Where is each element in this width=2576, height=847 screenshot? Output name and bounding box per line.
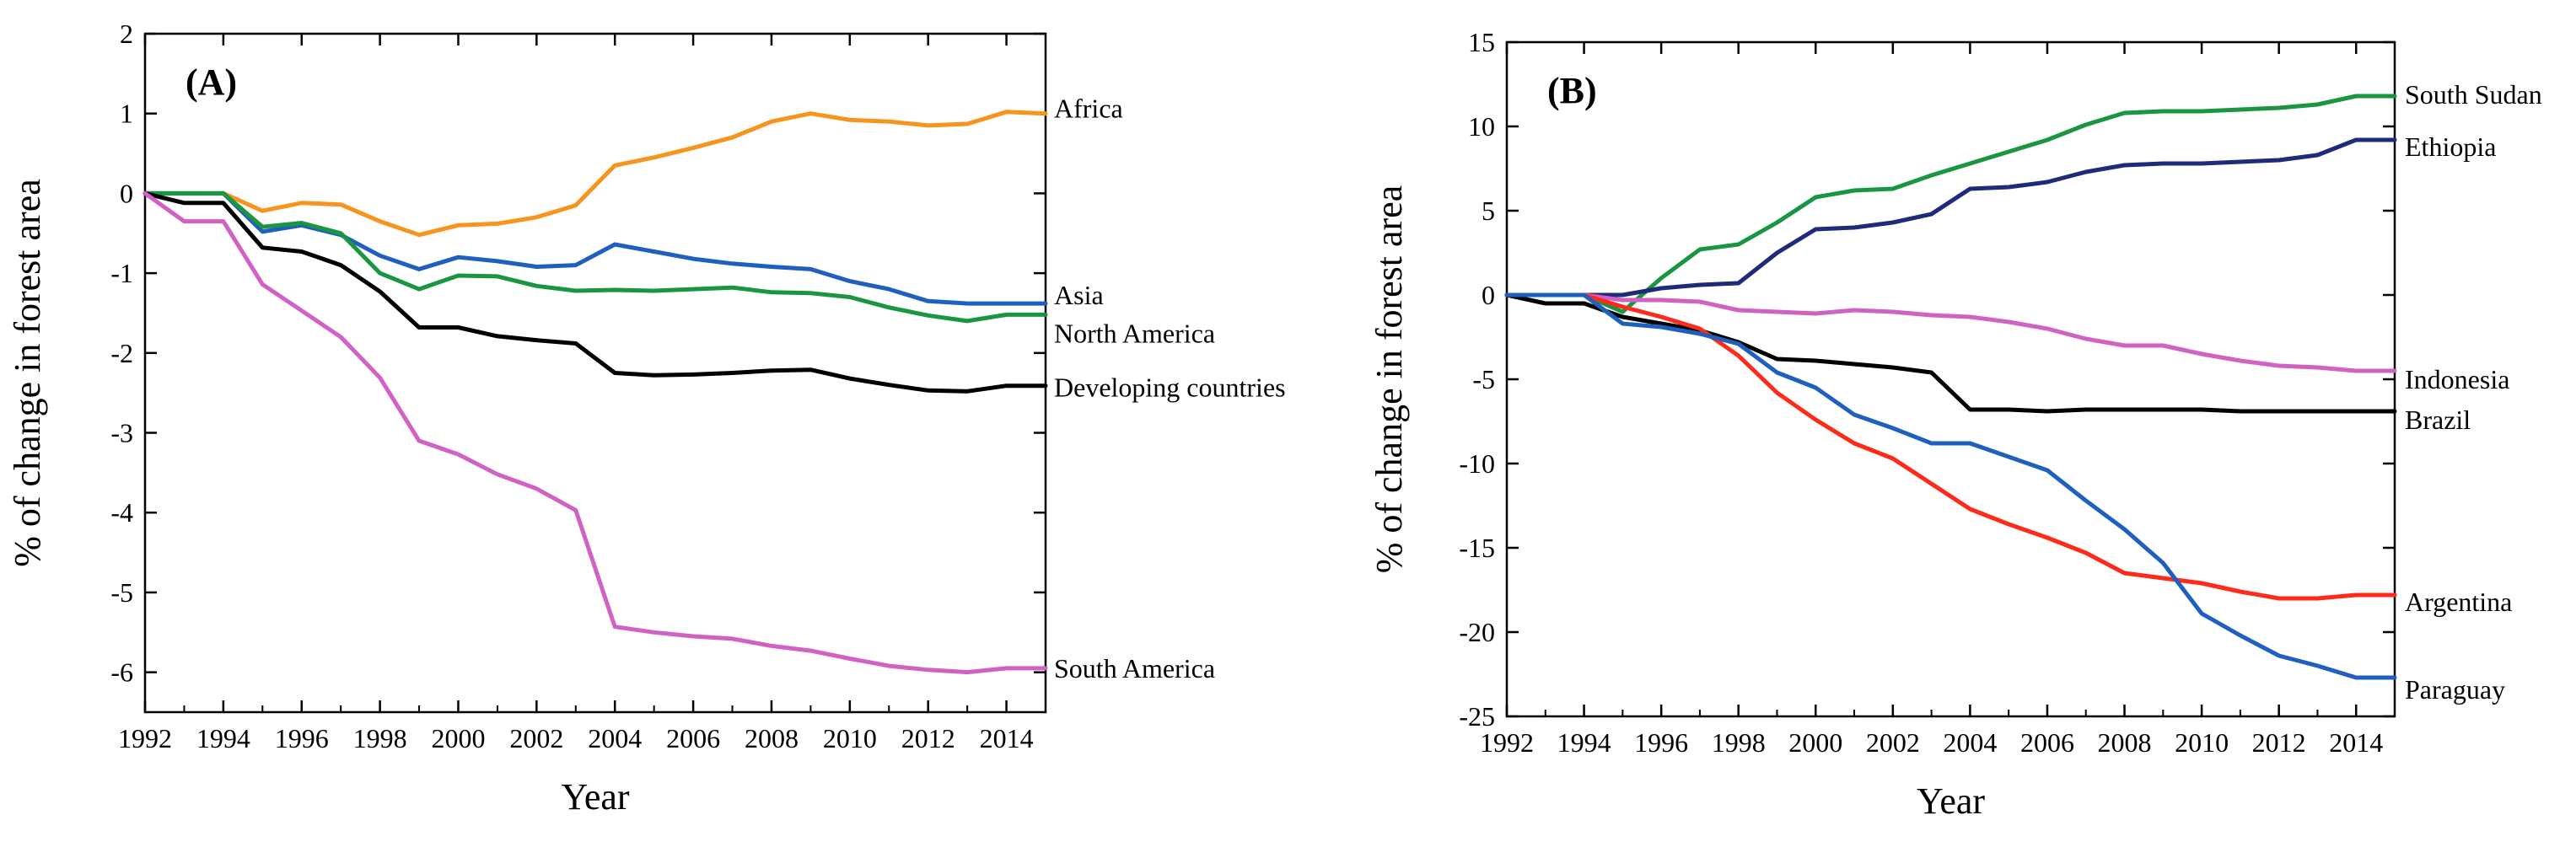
panel-a-x-tick-label: 1996: [275, 723, 329, 753]
panel-b-series-label-paraguay: Paraguay: [2405, 674, 2505, 705]
panel-b-y-tick-label: -25: [1459, 701, 1495, 732]
panel-b-x-axis-label: Year: [1917, 780, 1985, 822]
panel-b-series-label-indonesia: Indonesia: [2405, 364, 2509, 394]
panel-b-series-label-ethiopia: Ethiopia: [2405, 131, 2496, 162]
panel-a-x-tick-label: 2008: [745, 723, 799, 753]
panel-a-x-tick-label: 1992: [118, 723, 172, 753]
panel-b-y-axis-label: % of change in forest area: [1369, 185, 1410, 574]
panel-b-x-tick-label: 2012: [2252, 727, 2306, 758]
panel-a-y-tick-label: -3: [110, 418, 133, 448]
panel-b-y-tick-label: -20: [1459, 617, 1495, 647]
panel-a-y-tick-label: -6: [110, 657, 133, 688]
panel-a-y-tick-label: -1: [110, 258, 133, 288]
panel-b-series-label-argentina: Argentina: [2405, 587, 2512, 617]
panel-a-plot-frame: [143, 32, 1047, 714]
panel-a-x-tick-label: 2002: [509, 723, 563, 753]
panel-b-series-line-paraguay: [1504, 292, 2397, 680]
panel-a-series-line-asia: [143, 190, 1048, 306]
panel-b-x-tick-label: 1994: [1557, 727, 1611, 758]
panel-b-series-line-ethiopia: [1504, 137, 2397, 298]
panel-b-y-tick-label: -10: [1459, 448, 1495, 479]
panel-b-panel-label: (B): [1547, 70, 1597, 111]
panel-b-x-tick-label: 2000: [1788, 727, 1842, 758]
panel-a-x-tick-label: 2014: [980, 723, 1034, 753]
panel-b-x-tick-label: 2010: [2175, 727, 2229, 758]
panel-a-series-label-developing-countries: Developing countries: [1054, 373, 1286, 403]
panel-a-panel-label: (A): [186, 62, 237, 103]
panel-b-series-label-brazil: Brazil: [2405, 405, 2471, 435]
panel-a-series-label-africa: Africa: [1054, 94, 1123, 124]
panel-a-chart: 2 1 0 -1 -2 -3 -4 -5 -6 1992 1994 1996 1998 2000 2002 2…: [7, 19, 1286, 818]
panel-a-x-tick-label: 2010: [823, 723, 877, 753]
panel-a-series-line-developing-countries: [143, 190, 1048, 394]
panel-a-x-tick-label: 2006: [666, 723, 720, 753]
panel-a-series-label-south-america: South America: [1054, 653, 1215, 683]
panel-b-x-tick-label: 2008: [2098, 727, 2152, 758]
panel-b-x-tick-label: 2014: [2329, 727, 2383, 758]
panel-b-series-line-indonesia: [1504, 292, 2397, 373]
panel-a-y-tick-label: 2: [120, 19, 133, 49]
panel-b-series-line-argentina: [1504, 292, 2397, 601]
panel-a-x-tick-label: 2004: [588, 723, 642, 753]
panel-a-y-tick-label: -5: [110, 577, 133, 608]
panel-a-y-tick-label: -2: [110, 338, 133, 368]
panel-b-x-tick-label: 1998: [1712, 727, 1766, 758]
panel-b-x-tick-label: 1992: [1480, 727, 1534, 758]
panel-a-x-tick-label: 2000: [431, 723, 485, 753]
panel-b-series-label-south-sudan: South Sudan: [2405, 79, 2542, 110]
panel-a-series-label-asia: Asia: [1054, 280, 1104, 310]
panel-a-series-label-north-america: North America: [1054, 318, 1215, 348]
panel-b-x-tick-label: 2004: [1943, 727, 1997, 758]
panel-b-y-tick-label: 15: [1468, 27, 1495, 57]
panel-b-x-tick-label: 2002: [1866, 727, 1920, 758]
panel-a-y-tick-label: 1: [120, 99, 133, 129]
panel-a-x-axis-label: Year: [561, 776, 629, 818]
panel-b-plot-frame: [1505, 40, 2396, 718]
panel-a-y-axis-label: % of change in forest area: [7, 179, 48, 567]
panel-a-series-line-south-america: [143, 190, 1048, 675]
panel-b-y-tick-label: 0: [1482, 280, 1495, 310]
panel-b-y-tick-label: 10: [1468, 111, 1495, 142]
panel-b-x-tick-label: 2006: [2020, 727, 2074, 758]
panel-b-series-line-south-sudan: [1504, 94, 2397, 314]
panel-a-series-line-africa: [143, 110, 1048, 238]
panel-a-x-tick-label: 2012: [901, 723, 955, 753]
panel-a-series-line-north-america: [143, 190, 1048, 324]
panel-a-x-tick-label: 1994: [196, 723, 250, 753]
panel-a-y-tick-label: 0: [120, 178, 133, 208]
panel-b-y-tick-label: 5: [1482, 196, 1495, 226]
panel-b-series-line-brazil: [1504, 292, 2397, 414]
panel-a-y-tick-label: -4: [110, 497, 133, 528]
panel-a-x-tick-label: 1998: [353, 723, 407, 753]
panel-b-y-tick-label: -15: [1459, 533, 1495, 563]
panel-b-x-tick-label: 1996: [1634, 727, 1688, 758]
panel-b-y-tick-label: -5: [1472, 364, 1495, 394]
